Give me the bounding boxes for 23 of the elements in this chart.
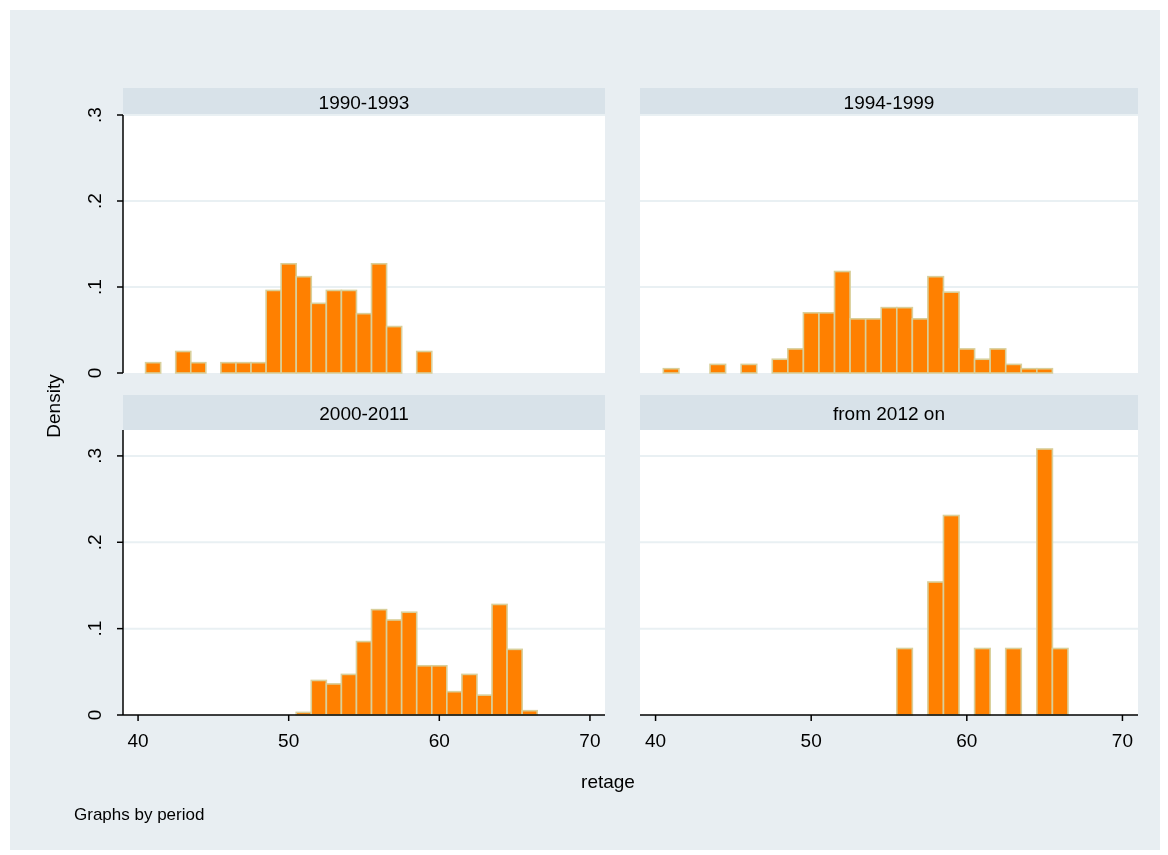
x-tick-label: 50 [800, 730, 822, 751]
y-tick-label: 0 [84, 709, 105, 721]
x-tick-label: 60 [956, 730, 978, 751]
chart-title: 2000-2011 [319, 402, 409, 424]
y-tick-label: .3 [84, 447, 105, 464]
x-tick-label: 70 [1111, 730, 1134, 751]
y-tick-label: .2 [84, 534, 105, 551]
x-tick-label: 60 [428, 730, 450, 751]
x-tick-label: 70 [579, 730, 601, 751]
y-tick-label: .1 [84, 279, 105, 295]
text: Graphs by period [74, 805, 205, 824]
y-axis-title: Density [43, 373, 64, 438]
y-tick-label: .1 [84, 620, 105, 637]
x-tick-label: 50 [278, 730, 300, 751]
chart-title: from 2012 on [833, 402, 945, 424]
chart-title: 1990-1993 [318, 91, 410, 113]
y-tick-label: .2 [84, 193, 105, 209]
chart-title: 1994-1999 [843, 91, 935, 113]
x-tick-label: 40 [644, 730, 667, 751]
x-axis-title: retage [581, 771, 635, 792]
y-tick-label: 0 [84, 367, 105, 379]
x-tick-label: 40 [127, 730, 149, 751]
y-tick-label: .3 [84, 107, 105, 123]
